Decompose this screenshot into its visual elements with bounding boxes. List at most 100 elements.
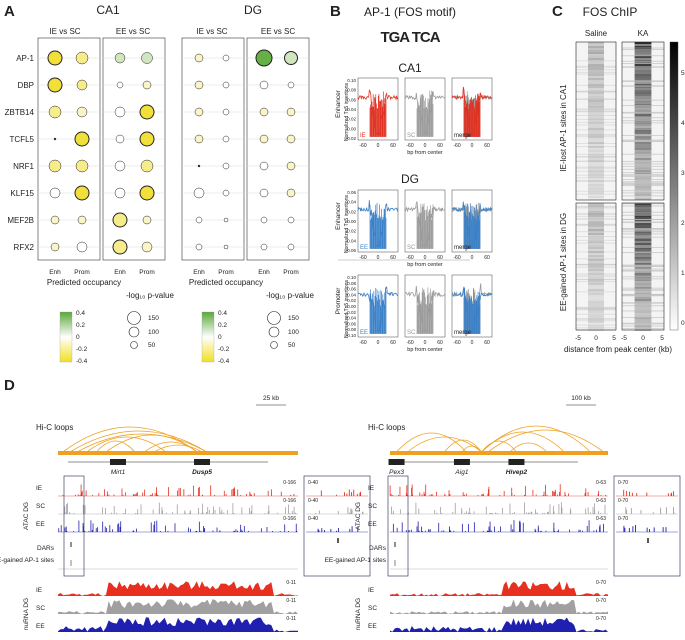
- heatmap-row: [634, 114, 652, 116]
- footprint-frame: [357, 189, 399, 253]
- occupancy-dot: [142, 215, 152, 225]
- row-side-label: Enhancer: [335, 201, 342, 230]
- heatmap-row: [588, 148, 604, 150]
- heatmap-row: [588, 48, 604, 50]
- occupancy-dot: [222, 189, 230, 197]
- occupancy-dot: [114, 187, 126, 199]
- heatmap-row: [588, 104, 604, 106]
- occupancy-dot: [141, 241, 153, 253]
- heatmap-row: [634, 62, 652, 64]
- heatmap-noise: [576, 155, 616, 157]
- heatmap-row: [588, 162, 604, 164]
- heatmap-noise: [622, 55, 664, 57]
- occupancy-dot: [222, 162, 230, 170]
- occupancy-legend-title-dg: Predicted occupancy: [189, 278, 263, 287]
- loop-anchor-track: [390, 451, 608, 455]
- motif-label-tcfl5: TCFL5: [10, 135, 35, 144]
- heatmap-noise: [622, 203, 664, 205]
- region-title-dg: DG: [244, 3, 262, 17]
- heatmap-row: [588, 128, 604, 130]
- heatmap-row: [634, 98, 652, 100]
- nurna-track-label-ee: EE: [368, 623, 377, 630]
- heatmap-noise: [622, 165, 664, 167]
- heatmap-row: [588, 102, 604, 104]
- y-tick: 0.08: [347, 88, 356, 93]
- heatmap-row: [634, 56, 652, 58]
- hic-loop-arc: [144, 441, 198, 453]
- heatmap-row: [588, 156, 604, 158]
- nurna-group-label: nuRNA DG: [355, 598, 362, 630]
- heatmap-row: [588, 245, 604, 247]
- heatmap-row: [588, 168, 604, 170]
- nurna-track-label-sc: SC: [368, 605, 377, 612]
- heatmap-noise: [576, 273, 616, 275]
- occupancy-dot: [50, 242, 60, 252]
- gene-label-aig1: Aig1: [454, 469, 468, 476]
- heatmap-noise: [576, 110, 616, 112]
- region-title-ca1: CA1: [96, 3, 120, 17]
- heatmap-row: [634, 96, 652, 98]
- x-label-enh: Enh: [193, 269, 205, 276]
- heatmap-row: [588, 76, 604, 78]
- y-tick: 0.02: [347, 209, 356, 214]
- occupancy-dot: [287, 216, 295, 224]
- x-tick: 0: [424, 255, 427, 261]
- heatmap-row: [588, 317, 604, 319]
- occupancy-dot: [286, 107, 296, 117]
- x-tick: 0: [377, 143, 380, 149]
- heatmap-row: [588, 120, 604, 122]
- heatmap-row: [634, 225, 652, 227]
- chip-column-saline: Saline: [585, 29, 608, 38]
- occupancy-dot: [74, 185, 90, 201]
- footprint-frame: [451, 77, 493, 141]
- heatmap-noise: [576, 251, 616, 253]
- gene-label-pex3: Pex3: [389, 469, 404, 476]
- heatmap-row: [588, 281, 604, 283]
- heatmap-noise: [576, 291, 616, 293]
- heatmap-row: [634, 319, 652, 321]
- x-tick: 60: [437, 340, 443, 346]
- heatmap-row: [634, 156, 652, 158]
- heatmap-noise: [576, 121, 616, 123]
- heatmap-row: [634, 110, 652, 112]
- heatmap-noise: [576, 193, 616, 195]
- heatmap-row: [588, 237, 604, 239]
- occ-dg-tick-2: 0: [218, 334, 222, 341]
- heatmap-row: [588, 247, 604, 249]
- heatmap-row: [588, 60, 604, 62]
- heatmap-row: [588, 323, 604, 325]
- heatmap-noise: [622, 99, 664, 101]
- hic-loop-arc: [62, 426, 198, 453]
- heatmap-row: [588, 269, 604, 271]
- heatmap-noise: [622, 236, 664, 238]
- heatmap-row: [634, 104, 652, 106]
- heatmap-row: [588, 82, 604, 84]
- heatmap-row: [634, 128, 652, 130]
- atac-range: 0-166: [283, 480, 296, 486]
- heatmap-row: [588, 84, 604, 86]
- occupancy-dot: [194, 53, 204, 63]
- heatmap-row: [634, 255, 652, 257]
- colorbar-tick: 4: [681, 120, 685, 127]
- heatmap-row: [634, 144, 652, 146]
- chip-x-axis-label: distance from peak center (kb): [564, 345, 672, 354]
- heatmap-noise: [576, 313, 616, 315]
- heatmap-row: [634, 217, 652, 219]
- occupancy-dot: [112, 239, 128, 255]
- nurna-track-label-ie: IE: [368, 587, 375, 594]
- y-tick: 0.02: [347, 298, 356, 303]
- occupancy-dot: [77, 215, 87, 225]
- occupancy-dot: [114, 106, 126, 118]
- atac-range: 0-63: [596, 516, 606, 522]
- heatmap-noise: [622, 181, 664, 183]
- heatmap-row: [588, 58, 604, 60]
- size-legend-circle-small: [130, 341, 138, 349]
- heatmap-row: [588, 251, 604, 253]
- panel-c-letter: C: [552, 3, 563, 20]
- gene-label-mirt1: Mirt1: [111, 469, 126, 476]
- heatmap-row: [588, 174, 604, 176]
- zoom-inset-frame: [303, 475, 371, 577]
- occupancy-dot: [223, 217, 229, 223]
- heatmap-row: [588, 68, 604, 70]
- occupancy-dot: [74, 131, 90, 147]
